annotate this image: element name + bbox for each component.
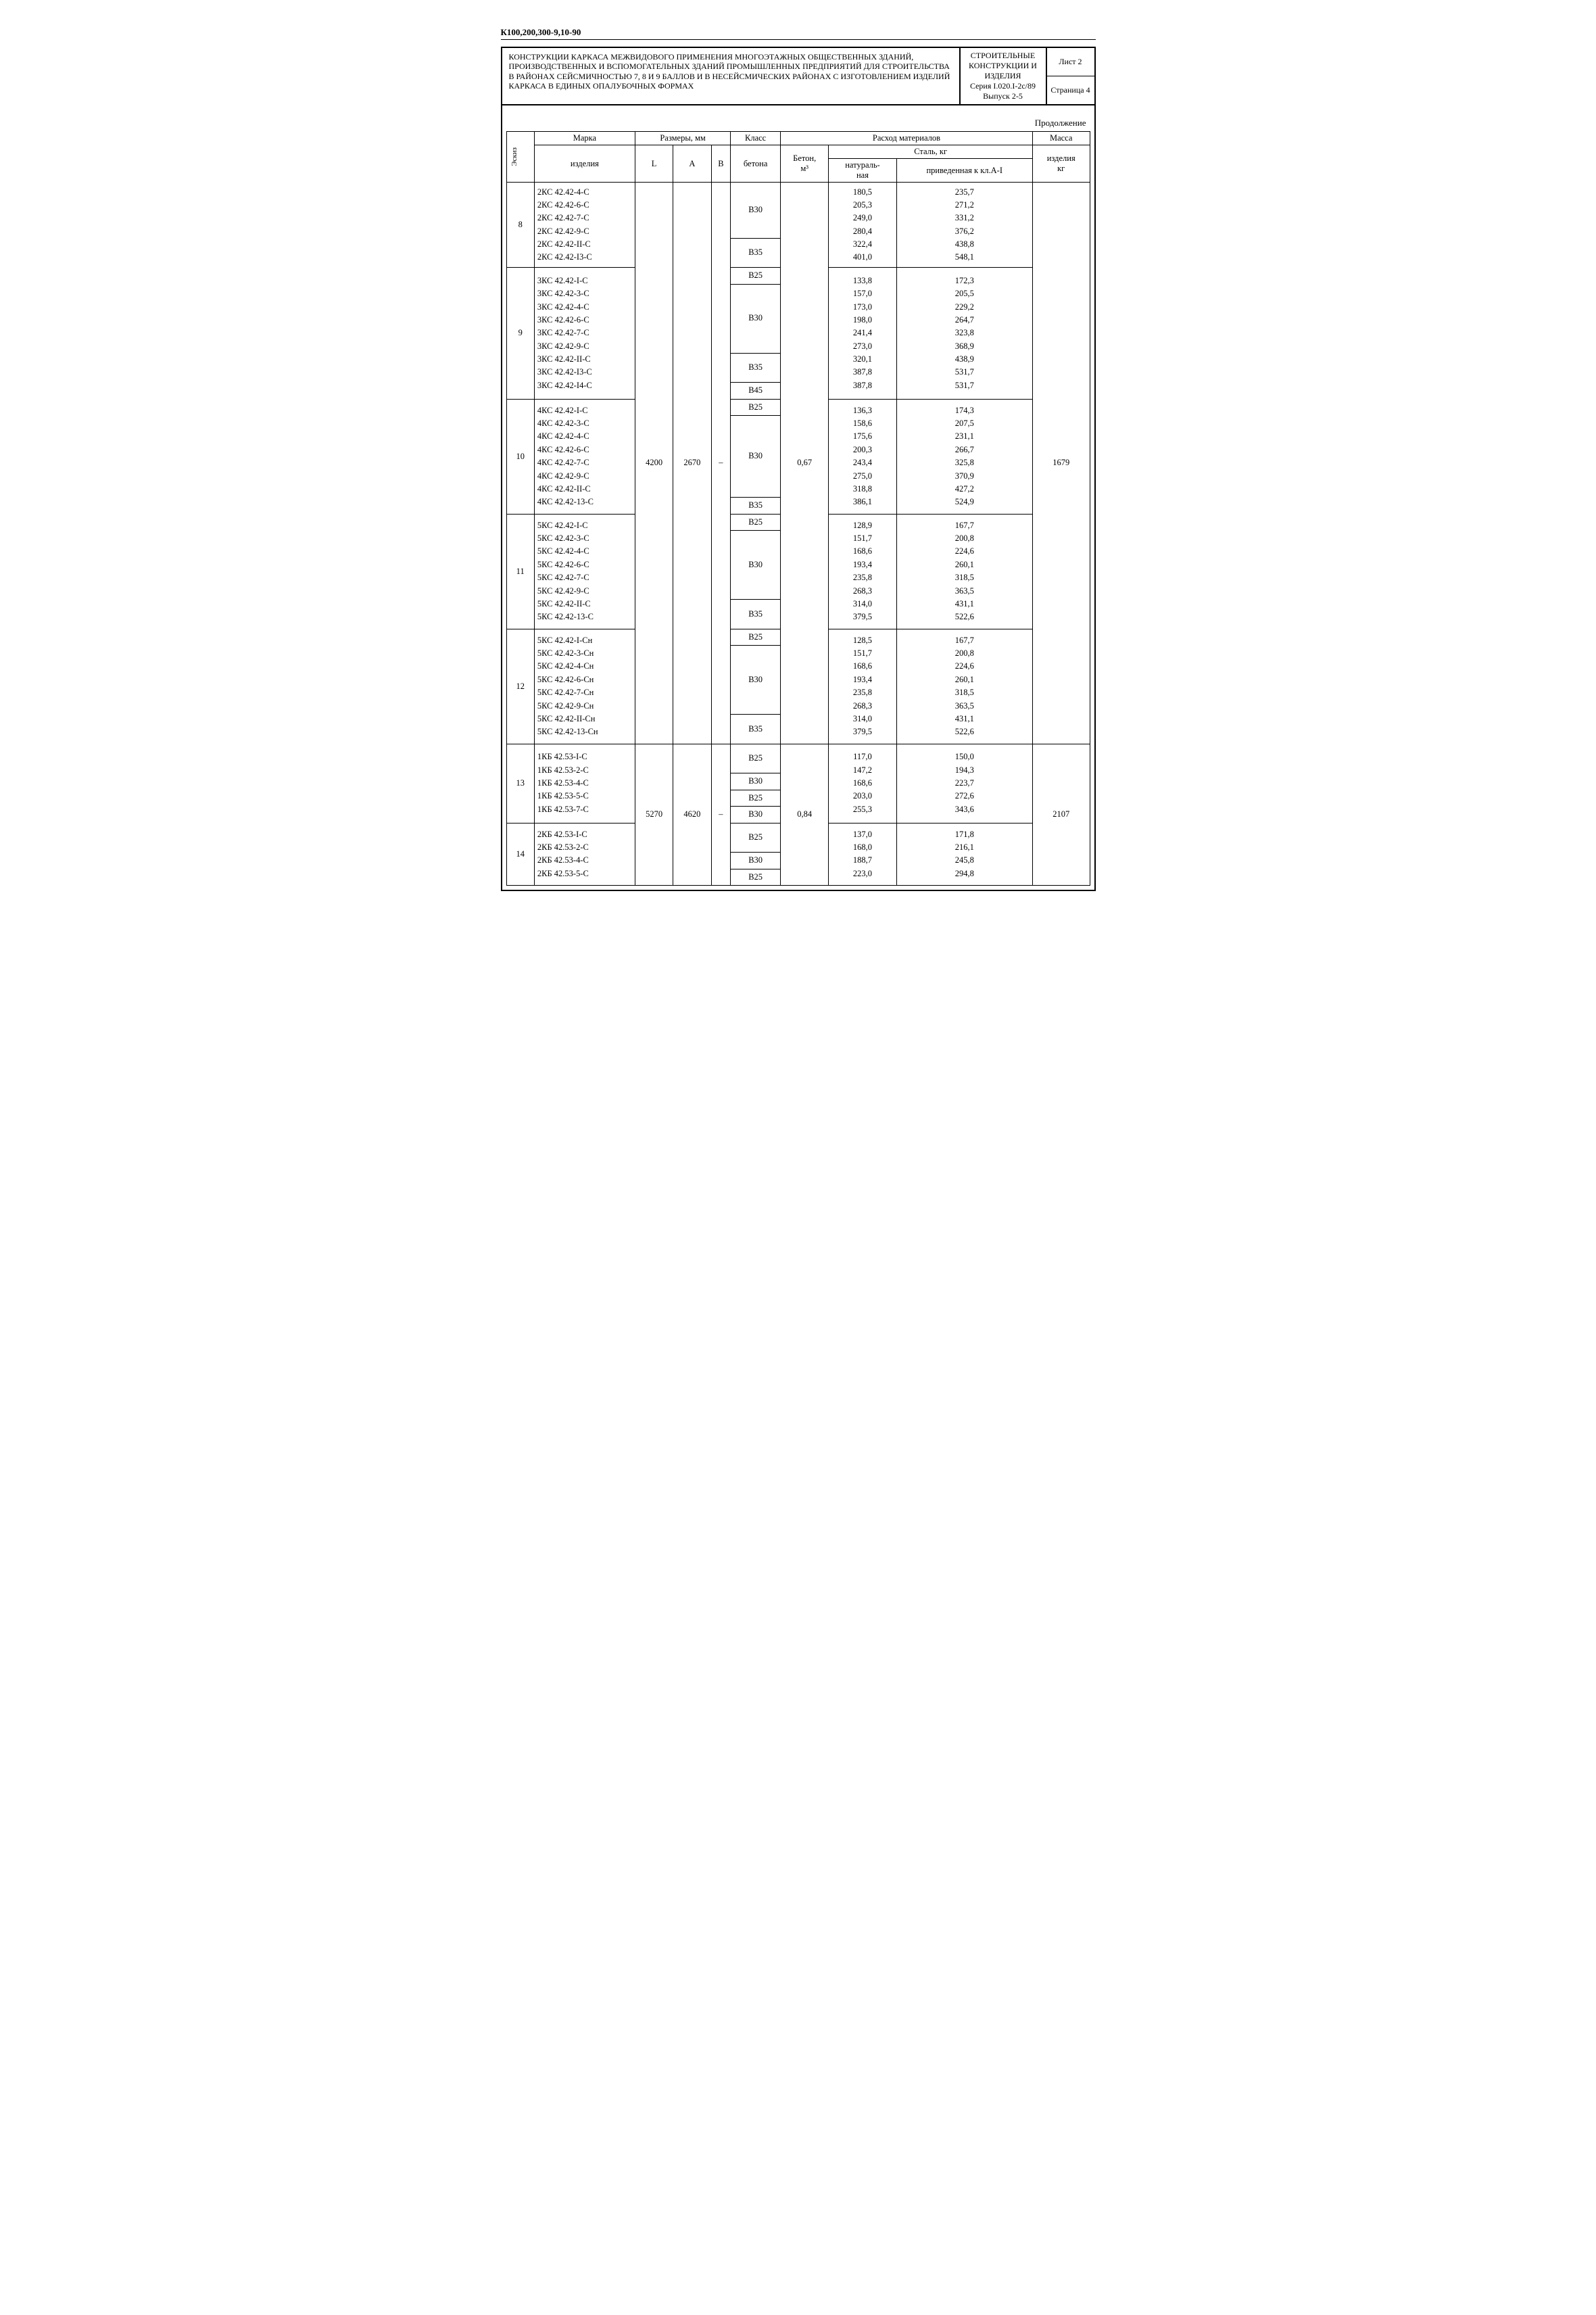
hdr-l4: Серия I.020.I-2с/89 (966, 81, 1040, 91)
eskiz-13: 13 (506, 744, 534, 823)
dim-B1: – (711, 183, 731, 744)
klass-10: В25В30В35 (731, 399, 781, 514)
steel-nat-8: 180,5205,3249,0280,4322,4401,0 (829, 183, 896, 268)
eskiz-8: 8 (506, 183, 534, 268)
klass-11: В25В30В35 (731, 514, 781, 629)
marks-10: 4КС 42.42-I-С4КС 42.42-3-С4КС 42.42-4-С4… (534, 399, 635, 514)
page-label: Страница 4 (1047, 76, 1094, 104)
steel-priv-11: 167,7200,8224,6260,1318,5363,5431,1522,6 (896, 514, 1032, 629)
steel-priv-12: 167,7200,8224,6260,1318,5363,5431,1522,6 (896, 629, 1032, 744)
eskiz-14: 14 (506, 823, 534, 886)
dim-L2: 5270 (635, 744, 673, 885)
klass-13: В25В30В25В30 (731, 744, 781, 823)
col-klass: Класс (731, 132, 781, 145)
col-consum: Расход материалов (781, 132, 1033, 145)
col-A: A (673, 145, 711, 183)
col-eskiz: Эскиз (506, 132, 534, 183)
steel-nat-13: 117,0147,2168,6203,0255,3 (829, 744, 896, 823)
col-L: L (635, 145, 673, 183)
eskiz-10: 10 (506, 399, 534, 514)
col-beton: Бетон,м³ (781, 145, 829, 183)
dim-A2: 4620 (673, 744, 711, 885)
steel-nat-14: 137,0168,0188,7223,0 (829, 823, 896, 886)
klass-9: В25В30В35В45 (731, 268, 781, 399)
steel-priv-14: 171,8216,1245,8294,8 (896, 823, 1032, 886)
steel-nat-9: 133,8157,0173,0198,0241,4273,0320,1387,8… (829, 268, 896, 399)
document-code: К100,200,300-9,10-90 (501, 27, 1096, 40)
hdr-l2: КОНСТРУКЦИИ И (966, 61, 1040, 71)
header-block: КОНСТРУКЦИИ КАРКАСА МЕЖВИДОВОГО ПРИМЕНЕН… (501, 47, 1096, 105)
col-mass-sub: изделиякг (1032, 145, 1090, 183)
header-sheet-box: Лист 2 Страница 4 (1047, 48, 1094, 104)
steel-nat-10: 136,3158,6175,6200,3243,4275,0318,8386,1 (829, 399, 896, 514)
steel-nat-12: 128,5151,7168,6193,4235,8268,3314,0379,5 (829, 629, 896, 744)
marks-14: 2КБ 42.53-I-С2КБ 42.53-2-С2КБ 42.53-4-С2… (534, 823, 635, 886)
sheet-label: Лист 2 (1047, 48, 1094, 76)
main-table: Эскиз Марка Размеры, мм Класс Расход мат… (506, 131, 1090, 886)
steel-priv-8: 235,7271,2331,2376,2438,8548,1 (896, 183, 1032, 268)
beton-a: 0,67 (781, 183, 829, 744)
dim-A1: 2670 (673, 183, 711, 744)
marks-9: 3КС 42.42-I-С3КС 42.42-3-С3КС 42.42-4-С3… (534, 268, 635, 399)
continuation-label: Продолжение (506, 115, 1090, 131)
marks-8: 2КС 42.42-4-С2КС 42.42-6-С2КС 42.42-7-С2… (534, 183, 635, 268)
eskiz-11: 11 (506, 514, 534, 629)
col-mark: Марка (534, 132, 635, 145)
steel-priv-13: 150,0194,3223,7272,6343,6 (896, 744, 1032, 823)
eskiz-12: 12 (506, 629, 534, 744)
mass-a: 1679 (1032, 183, 1090, 744)
hdr-l5: Выпуск 2-5 (966, 91, 1040, 101)
dim-L1: 4200 (635, 183, 673, 744)
col-klass-sub: бетона (731, 145, 781, 183)
klass-14: В25В30В25 (731, 823, 781, 886)
marks-11: 5КС 42.42-I-С5КС 42.42-3-С5КС 42.42-4-С5… (534, 514, 635, 629)
col-steel: Сталь, кг (829, 145, 1033, 159)
steel-priv-9: 172,3205,5229,2264,7323,8368,9438,9531,7… (896, 268, 1032, 399)
steel-priv-10: 174,3207,5231,1266,7325,8370,9427,2524,9 (896, 399, 1032, 514)
steel-nat-11: 128,9151,7168,6193,4235,8268,3314,0379,5 (829, 514, 896, 629)
marks-13: 1КБ 42.53-I-С1КБ 42.53-2-С1КБ 42.53-4-С1… (534, 744, 635, 823)
col-steel-priv: приведенная к кл.А-I (896, 159, 1032, 183)
table-frame: Продолжение Эскиз Марка Размеры, мм Клас… (501, 105, 1096, 891)
marks-12: 5КС 42.42-I-Сн5КС 42.42-3-Сн5КС 42.42-4-… (534, 629, 635, 744)
beton-b: 0,84 (781, 744, 829, 885)
mass-b: 2107 (1032, 744, 1090, 885)
col-mark-sub: изделия (534, 145, 635, 183)
hdr-l1: СТРОИТЕЛЬНЫЕ (966, 51, 1040, 61)
header-description: КОНСТРУКЦИИ КАРКАСА МЕЖВИДОВОГО ПРИМЕНЕН… (502, 48, 961, 104)
col-mass: Масса (1032, 132, 1090, 145)
hdr-l3: ИЗДЕЛИЯ (966, 71, 1040, 81)
col-B: B (711, 145, 731, 183)
klass-12: В25В30В35 (731, 629, 781, 744)
dim-B2: – (711, 744, 731, 885)
klass-8: В30В35 (731, 183, 781, 268)
header-series-box: СТРОИТЕЛЬНЫЕ КОНСТРУКЦИИ И ИЗДЕЛИЯ Серия… (961, 48, 1047, 104)
col-dims: Размеры, мм (635, 132, 730, 145)
eskiz-9: 9 (506, 268, 534, 399)
col-steel-nat: натураль- ная (829, 159, 896, 183)
